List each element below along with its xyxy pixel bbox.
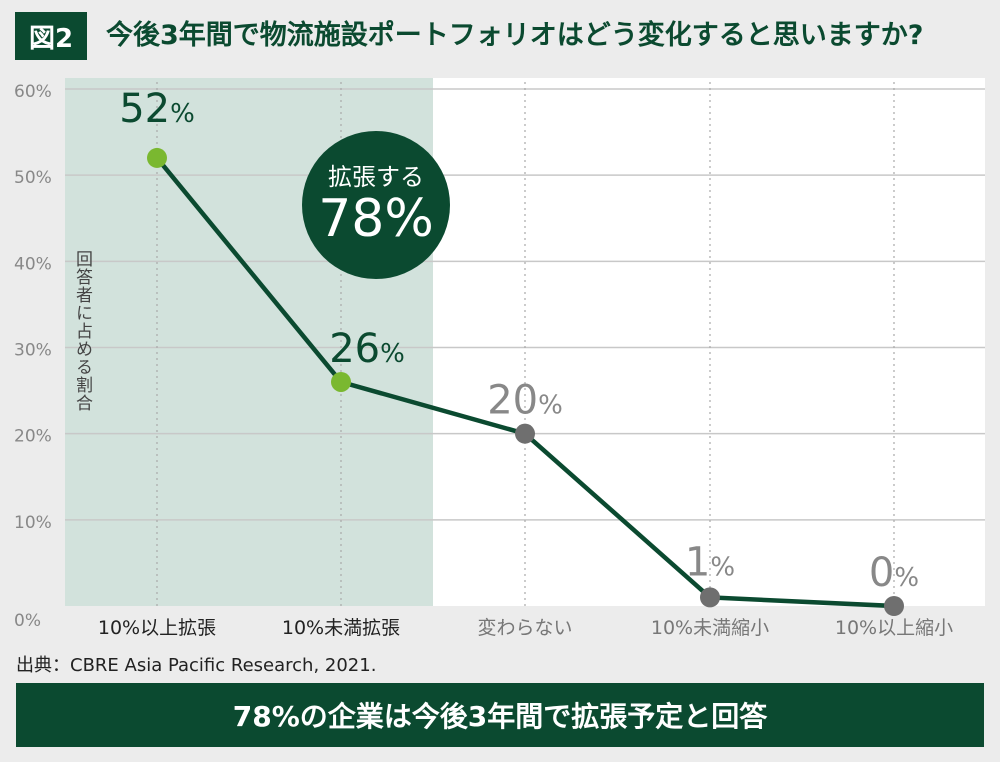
data-point: [147, 147, 167, 168]
y-tick-label: 10%: [14, 513, 52, 533]
data-label: 52%: [119, 86, 195, 132]
data-label: 20%: [487, 378, 563, 424]
y-tick-label: 20%: [14, 427, 52, 447]
y-tick-label: 50%: [14, 168, 52, 188]
y-axis-label: 回答者に占める割合: [72, 250, 93, 412]
y-tick-label: 40%: [14, 254, 52, 274]
x-tick-label: 10%以上拡張: [98, 617, 216, 639]
x-tick-label: 変わらない: [477, 617, 572, 639]
data-point: [331, 371, 351, 392]
line-chart: 0% 10% 20% 30% 40% 50% 60% 回答者に占める割合 52% 26% 20% 1%…: [14, 78, 985, 639]
data-label: 1%: [685, 539, 735, 585]
expand-callout: 拡張する 78%: [302, 131, 450, 279]
chart-header: 図2 今後3年間で物流施設ポートフォリオはどう変化すると思いますか?: [0, 0, 1000, 76]
data-label: 0%: [869, 550, 919, 596]
callout-value: 78%: [318, 189, 434, 249]
data-point: [700, 587, 720, 608]
conclusion-banner: 78%の企業は今後3年間で拡張予定と回答: [16, 683, 984, 747]
x-tick-label: 10%未満拡張: [282, 617, 400, 639]
data-point: [884, 596, 904, 616]
data-label: 26%: [329, 326, 405, 372]
y-tick-label: 60%: [14, 82, 52, 102]
figure-label: 図2: [15, 12, 87, 60]
y-tick-label: 0%: [14, 611, 41, 631]
y-tick-label: 30%: [14, 341, 52, 361]
data-point: [515, 423, 535, 444]
x-tick-label: 10%未満縮小: [651, 617, 769, 639]
x-tick-label: 10%以上縮小: [835, 617, 953, 639]
callout-label: 拡張する: [328, 163, 424, 191]
chart-title: 今後3年間で物流施設ポートフォリオはどう変化すると思いますか?: [106, 20, 924, 51]
source-note: 出典：CBRE Asia Pacific Research, 2021.: [16, 655, 377, 676]
